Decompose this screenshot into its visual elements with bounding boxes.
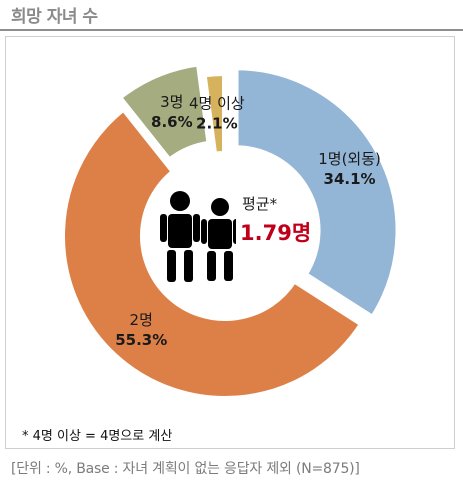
slice-category-label: 4명 이상 [189,94,245,112]
slice-category-label: 1명(외동) [318,150,381,168]
donut-slice [232,64,402,323]
children-icon [160,191,239,282]
average-label: 평균* [242,195,278,213]
slice-value-label: 8.6% [151,113,193,131]
center-group: 평균* 1.79명 [142,153,311,319]
average-value: 1.79명 [240,221,311,245]
title-divider [0,29,463,31]
slice-value-label: 34.1% [324,170,376,188]
chart-title: 희망 자녀 수 [11,7,98,27]
footnote: * 4명 이상 = 4명으로 계산 [22,429,173,444]
slice-value-label: 2.1% [196,114,238,132]
slice-category-label: 2명 [130,311,153,329]
slice-category-label: 3명 [160,93,183,111]
donut-slice [114,60,213,165]
source-note: [단위 : %, Base : 자녀 계획이 없는 응답자 제외 (N=875)… [11,461,360,477]
center-label-bg [236,188,306,248]
slice-value-label: 55.3% [115,331,167,349]
